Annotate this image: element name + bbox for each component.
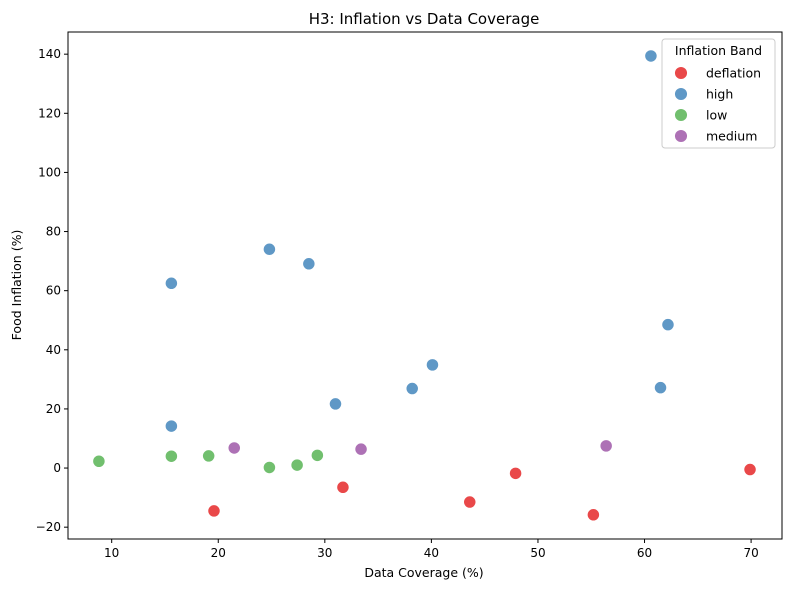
data-point-medium (354, 442, 368, 456)
legend-box (661, 38, 776, 149)
legend-label-medium: medium (706, 129, 757, 144)
x-tick-label: 30 (317, 546, 332, 560)
data-point-deflation (207, 504, 221, 518)
data-point-low (202, 449, 216, 463)
legend-label-low: low (706, 108, 727, 123)
data-point-deflation (586, 508, 601, 522)
plot-area: 10 20 30 40 50 60 70 −20 0 20 40 60 80 100 120 140 (36, 31, 783, 560)
data-point-deflation (336, 480, 350, 494)
data-point-high (164, 276, 179, 290)
data-point-low (262, 460, 277, 475)
chart-title: H3: Inflation vs Data Coverage (309, 10, 540, 28)
data-point-high (328, 397, 343, 411)
data-point-low (164, 449, 179, 463)
y-tick-label: 140 (38, 47, 61, 61)
data-point-deflation (508, 466, 523, 481)
legend-marker-deflation (674, 66, 688, 80)
x-tick-label: 50 (530, 546, 545, 560)
axes-frame (67, 31, 783, 540)
y-tick-label: 120 (38, 106, 61, 120)
data-point-high (262, 242, 277, 256)
y-tick-label: 100 (38, 165, 61, 179)
data-point-low (92, 454, 106, 468)
data-point-high (164, 419, 179, 433)
legend-marker-medium (674, 129, 688, 143)
x-tick-label: 70 (743, 546, 758, 560)
y-axis-label: Food Inflation (%) (9, 230, 24, 341)
x-tick-label: 40 (424, 546, 439, 560)
y-tick-label: 0 (53, 461, 61, 475)
data-point-deflation (743, 462, 757, 477)
x-tick-label: 60 (637, 546, 652, 560)
data-point-high (405, 381, 419, 396)
data-point-medium (599, 439, 613, 453)
data-point-high (653, 380, 668, 395)
data-point-high (644, 49, 658, 63)
data-point-medium (227, 441, 241, 455)
data-point-low (310, 448, 325, 462)
data-point-deflation (463, 495, 477, 509)
legend-label-high: high (706, 87, 733, 102)
legend-title: Inflation Band (675, 43, 762, 58)
y-tick-label: −20 (36, 520, 61, 534)
y-tick-label: 40 (46, 343, 61, 357)
legend: Inflation Band deflation high low medium (661, 38, 776, 149)
data-point-high (302, 257, 316, 271)
legend-label-deflation: deflation (706, 66, 761, 81)
x-tick-label: 10 (104, 546, 119, 560)
data-point-high (425, 358, 440, 372)
x-axis-label: Data Coverage (%) (364, 565, 483, 580)
y-tick-label: 80 (46, 225, 61, 239)
legend-marker-low (674, 108, 688, 122)
y-tick-label: 60 (46, 284, 61, 298)
data-point-high (661, 318, 675, 332)
y-tick-label: 20 (46, 402, 61, 416)
x-tick-label: 20 (211, 546, 226, 560)
legend-marker-high (674, 87, 688, 101)
data-point-low (290, 458, 304, 472)
